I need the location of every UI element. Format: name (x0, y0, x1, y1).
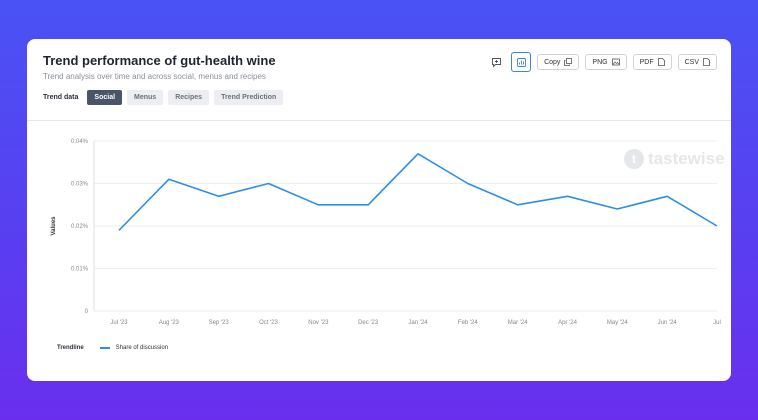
legend-series-label: Share of discussion (115, 345, 169, 351)
trend-data-filters: Trend data Social Menus Recipes Trend Pr… (43, 90, 284, 105)
watermark: t tastewise (624, 149, 725, 169)
pdf-button-label: PDF (639, 58, 654, 66)
comment-icon[interactable] (487, 53, 505, 71)
header-divider (27, 120, 731, 121)
copy-button-label: Copy (544, 58, 561, 66)
png-button[interactable]: PNG (585, 54, 627, 70)
legend-title: Trendline (57, 345, 84, 351)
x-tick-label: Jul '23 (110, 320, 128, 326)
chart-view-icon[interactable] (511, 52, 532, 72)
chart-card: Trend performance of gut-health wine Tre… (27, 39, 731, 381)
x-tick-label: Jan '24 (408, 320, 428, 326)
tab-trend-prediction[interactable]: Trend Prediction (214, 90, 284, 105)
copy-button[interactable]: Copy (537, 54, 580, 70)
y-tick-label: 0.04% (71, 139, 89, 145)
tab-social[interactable]: Social (87, 90, 123, 105)
x-tick-label: Nov '23 (308, 320, 329, 326)
y-tick-label: 0.03% (71, 182, 89, 188)
legend-swatch (99, 347, 110, 349)
x-tick-label: Jul (713, 320, 721, 326)
line-chart: 0 0.01% 0.02% 0.03% 0.04% Values Jul '23 Aug '2… (51, 139, 721, 326)
x-tick-label: Mar '24 (508, 320, 528, 326)
filters-label: Trend data (43, 94, 79, 101)
x-tick-label: Dec '23 (358, 320, 379, 326)
legend: Trendline Share of discussion (57, 345, 168, 351)
tastewise-logo-icon: t (624, 149, 644, 169)
x-tick-label: Feb '24 (458, 320, 478, 326)
pdf-button[interactable]: PDF (632, 54, 672, 70)
series-line (118, 152, 718, 231)
y-tick-label: 0.01% (71, 267, 89, 273)
x-tick-label: Oct '23 (259, 320, 278, 326)
x-tick-label: May '24 (607, 320, 628, 326)
csv-button-label: CSV (684, 58, 699, 66)
file-icon (703, 58, 710, 66)
watermark-text: tastewise (648, 149, 725, 168)
page-title: Trend performance of gut-health wine (43, 53, 276, 68)
tab-menus[interactable]: Menus (127, 90, 164, 105)
png-button-label: PNG (592, 58, 608, 66)
y-axis-label: Values (51, 216, 57, 236)
x-tick-label: Sep '23 (209, 320, 230, 326)
x-tick-label: Apr '24 (558, 320, 577, 326)
y-tick-label: 0 (85, 309, 89, 315)
y-tick-label: 0.02% (71, 224, 89, 230)
file-icon (657, 58, 665, 66)
tab-recipes[interactable]: Recipes (168, 90, 210, 105)
x-tick-label: Jun '24 (658, 320, 678, 326)
copy-icon (564, 58, 573, 66)
page-subtitle: Trend analysis over time and across soci… (43, 72, 266, 81)
image-icon (611, 58, 620, 66)
toolbar: Copy PNG PDF CSV (487, 52, 717, 72)
csv-button[interactable]: CSV (677, 54, 717, 70)
x-tick-label: Aug '23 (159, 320, 180, 326)
